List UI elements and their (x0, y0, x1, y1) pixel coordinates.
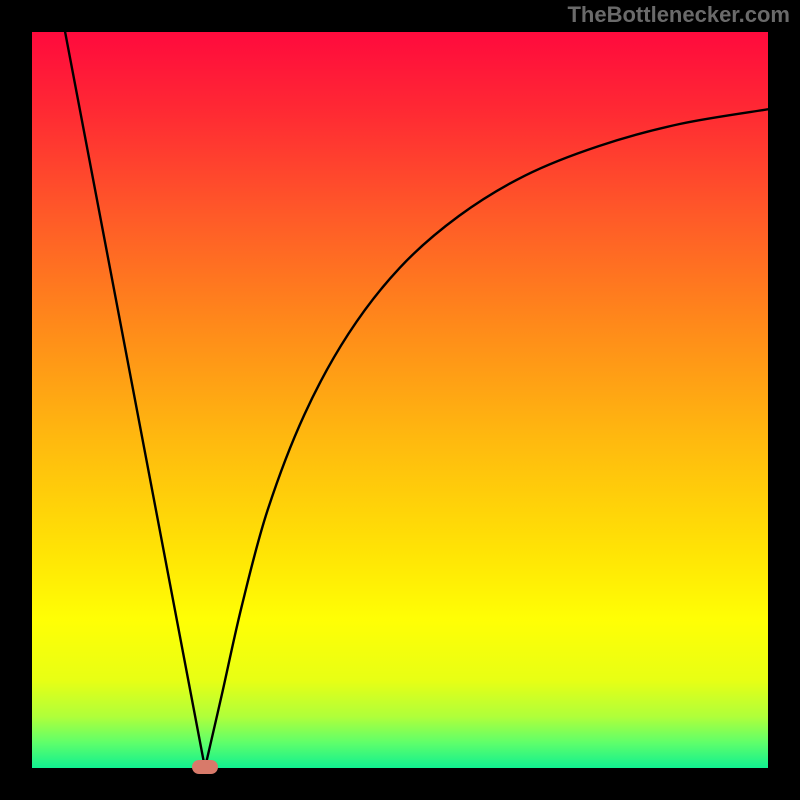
bottleneck-curve (65, 32, 768, 768)
border-bottom (0, 768, 800, 800)
border-left (0, 0, 32, 800)
border-right (768, 0, 800, 800)
curve-layer (32, 32, 768, 768)
vertex-marker (192, 760, 218, 774)
chart-container: TheBottlenecker.com (0, 0, 800, 800)
watermark-text: TheBottlenecker.com (567, 2, 790, 28)
plot-area (32, 32, 768, 768)
